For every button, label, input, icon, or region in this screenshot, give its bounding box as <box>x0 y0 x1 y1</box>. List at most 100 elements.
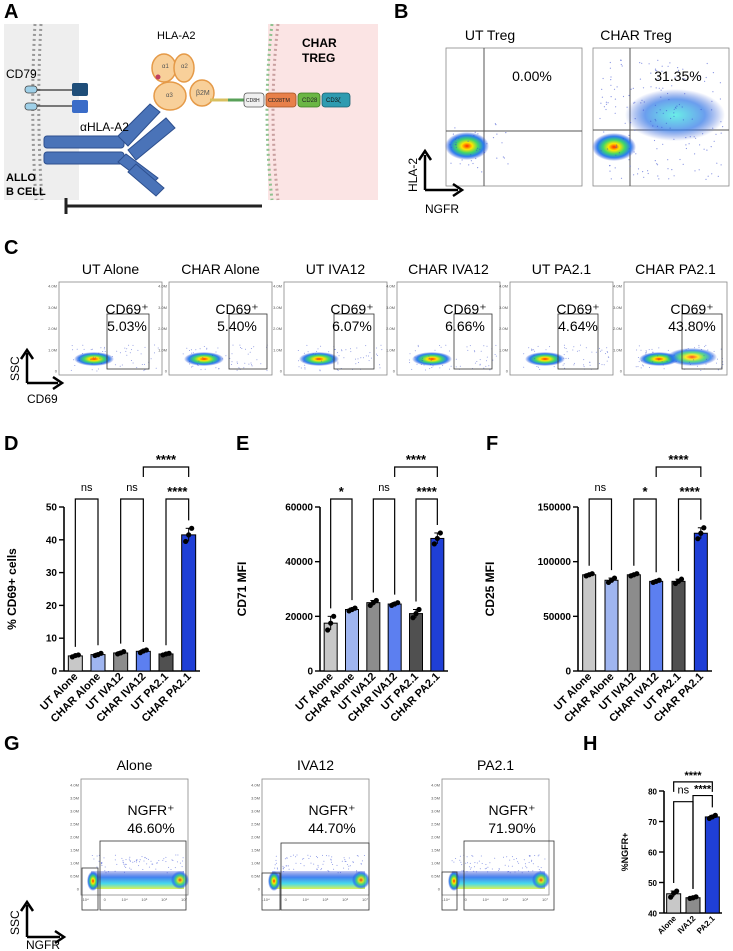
b-scatter-dot <box>622 138 624 140</box>
g-scatter-dot <box>105 872 107 874</box>
c-scatter-dot <box>545 349 547 351</box>
c-y-tick: 0 <box>620 369 623 374</box>
b-scatter-dot <box>684 78 686 80</box>
g-scatter-dot <box>146 858 148 859</box>
g-scatter-dot <box>287 865 289 867</box>
g-scatter-dot <box>275 859 277 861</box>
panel-b: B UT Treg CHAR Treg 0.00% 31.35% HLA-2 N… <box>394 1 730 216</box>
b-scatter-dot <box>643 176 645 178</box>
c-scatter-dot <box>531 348 532 350</box>
b-scatter-dot <box>641 62 643 64</box>
g-scatter-dot <box>469 868 471 870</box>
c-scatter-dot <box>689 364 691 365</box>
c-scatter-dot <box>204 368 206 370</box>
c-scatter-dot <box>77 360 79 362</box>
c-scatter-dot <box>379 364 381 366</box>
c-scatter-dot <box>474 362 476 364</box>
significance-bracket <box>165 498 190 646</box>
c-scatter-dot <box>304 368 306 370</box>
g-scatter-dot <box>348 868 350 870</box>
g-scatter-dot <box>124 865 126 867</box>
b-scatter-dot <box>653 139 656 142</box>
b-scatter-dot <box>622 95 625 98</box>
c-scatter-dot <box>409 362 411 364</box>
char-label-1: CHAR <box>302 36 337 50</box>
y-tick-label: 70 <box>648 818 657 827</box>
bar-ut-pa2-1 <box>671 580 686 672</box>
b-scatter-dot <box>650 72 652 74</box>
bar-char-iva12 <box>387 603 402 672</box>
y-tick-label: 150000 <box>538 503 572 514</box>
g-scatter-dot <box>135 859 137 861</box>
b-scatter-dot <box>615 146 617 148</box>
c-scatter-dot <box>420 364 422 365</box>
c-scatter-dot <box>236 361 238 363</box>
g-y-tick: 2.5M <box>431 822 440 827</box>
data-point <box>431 541 437 547</box>
c-scatter-dot <box>411 368 413 370</box>
g-plot-3: PA2.14.0M3.5M3.0M2.5M2.0M1.5M1.0M0.5M0-1… <box>431 757 555 911</box>
c-gate-percent: 6.66% <box>445 318 485 334</box>
g-scatter-dot <box>494 857 496 859</box>
c-scatter-dot <box>479 363 481 365</box>
c-scatter-dot <box>583 364 585 366</box>
g-scatter-dot <box>174 867 176 869</box>
g-gate-positive <box>280 842 370 911</box>
c-scatter-dot <box>337 361 339 363</box>
g-x-tick: 10⁵ <box>141 897 147 902</box>
data-point <box>189 525 195 531</box>
significance-label: **** <box>694 784 712 796</box>
c-y-tick: 3.0M <box>158 305 167 310</box>
panel-letter-b: B <box>394 1 408 23</box>
c-scatter-dot <box>190 349 192 351</box>
b-scatter-dot <box>677 67 679 69</box>
g-x-tick: 0 <box>285 897 288 902</box>
c-scatter-dot <box>297 350 299 351</box>
significance-bracket <box>330 498 353 609</box>
g-scatter-dot <box>121 857 123 859</box>
g-scatter-dot <box>498 868 500 870</box>
c-scatter-dot <box>648 349 650 351</box>
g-scatter-dot <box>172 860 174 861</box>
c-scatter-dot <box>583 359 585 361</box>
g-scatter-dot <box>307 854 309 856</box>
c-scatter-dot <box>713 350 715 352</box>
b-scatter-dot <box>682 119 685 121</box>
b-scatter-dot <box>476 149 478 151</box>
panel-letter-g: G <box>4 733 20 755</box>
c-scatter-dot <box>589 364 591 366</box>
c-scatter-dot <box>716 358 718 360</box>
b-scatter-dot <box>685 147 688 150</box>
g-scatter-dot <box>466 856 468 858</box>
b-scatter-dot <box>682 68 684 70</box>
g-plot-title: PA2.1 <box>477 757 514 773</box>
c-scatter-dot <box>685 349 687 351</box>
b-scatter-dot <box>722 126 724 128</box>
data-point <box>186 532 192 538</box>
g-scatter-dot <box>165 861 167 863</box>
b-scatter-dot <box>616 86 618 88</box>
g-scatter-dot <box>327 870 329 872</box>
c-scatter-dot <box>705 358 707 360</box>
significance-label: **** <box>684 770 702 782</box>
g-scatter-dot <box>528 861 530 863</box>
c-population <box>525 352 565 366</box>
c-scatter-dot <box>717 369 719 371</box>
c-scatter-dot <box>536 366 538 367</box>
c-scatter-dot <box>565 348 567 349</box>
g-scatter-dot <box>276 868 278 870</box>
g-scatter-dot <box>331 856 333 858</box>
bar-ut-pa2-1 <box>409 613 423 672</box>
data-point <box>698 530 704 536</box>
g-scatter-dot <box>358 872 360 873</box>
significance-label: ns <box>678 785 690 797</box>
c-scatter-dot <box>253 346 255 348</box>
g-scatter-dot <box>101 865 103 866</box>
c-scatter-dot <box>442 364 444 366</box>
g-scatter-dot <box>332 864 334 865</box>
b-scatter-dot <box>507 163 509 165</box>
significance-label: ns <box>595 482 607 494</box>
c-scatter-dot <box>667 349 669 351</box>
